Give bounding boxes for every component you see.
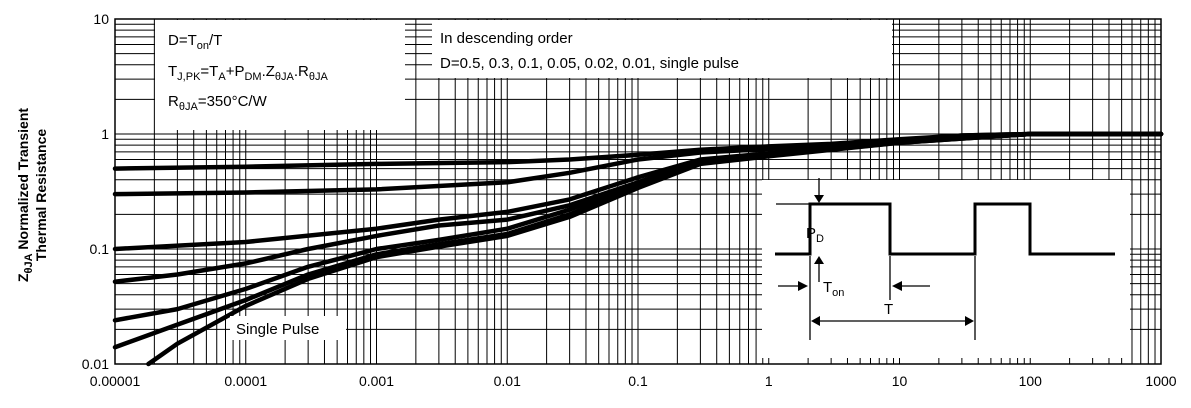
pulse-waveform	[775, 202, 1115, 256]
y-axis-title: ZθJA Normalized Transient Thermal Resist…	[15, 108, 49, 282]
x-tick-label: 10	[892, 373, 908, 389]
pd-label: PD	[806, 225, 824, 245]
x-tick-label: 0.1	[628, 373, 648, 389]
period-arrowhead-left	[811, 316, 820, 326]
period-label: T	[884, 301, 893, 318]
x-tick-label: 100	[1019, 373, 1043, 389]
tick-label-layer: 0.00001 0.0001 0.001 0.01 0.1 1 10 100 1000 0.01 0…	[82, 11, 1177, 389]
pulse-inset: PD Ton T	[762, 178, 1130, 358]
pd-arrowhead-top	[814, 195, 824, 203]
series-line-2	[112, 131, 1164, 197]
x-tick-label: 0.01	[494, 373, 521, 389]
inset-background	[762, 180, 1130, 358]
order-note-line2: D=0.5, 0.3, 0.1, 0.05, 0.02, 0.01, singl…	[440, 55, 739, 72]
x-tick-label: 0.0001	[224, 373, 267, 389]
x-tick-label: 0.001	[359, 373, 394, 389]
x-tick-label: 1	[765, 373, 773, 389]
y-tick-label: 0.1	[90, 241, 110, 257]
period-arrowhead-right	[965, 316, 974, 326]
order-box	[432, 20, 892, 78]
y-tick-label: 1	[101, 126, 109, 142]
x-tick-label: 0.00001	[90, 373, 141, 389]
x-tick-label: 1000	[1145, 373, 1176, 389]
series-layer	[112, 131, 1164, 367]
duty-cycle-formula: D=Ton/T	[168, 32, 222, 52]
pd-arrowhead-bottom	[814, 256, 824, 264]
formula-box	[155, 20, 405, 130]
ton-arrowhead-left	[798, 281, 808, 291]
plot-frame	[114, 18, 1162, 365]
series-line-7	[146, 131, 1164, 367]
single-pulse-label-bg	[230, 316, 346, 340]
junction-temp-formula: TJ,PK=TA+PDM.ZθJA.RθJA	[168, 63, 328, 83]
single-pulse-label: Single Pulse	[236, 321, 319, 338]
ton-arrowhead-right	[892, 281, 902, 291]
y-axis-title-line2: Thermal Resistance	[33, 129, 49, 261]
y-axis-title-line1: ZθJA Normalized Transient	[15, 108, 35, 282]
thermal-resistance-value: RθJA=350°C/W	[168, 93, 268, 113]
ton-label: Ton	[823, 279, 844, 299]
y-tick-label: 0.01	[82, 356, 109, 372]
y-tick-label: 10	[93, 11, 109, 27]
order-note-line1: In descending order	[440, 30, 573, 47]
